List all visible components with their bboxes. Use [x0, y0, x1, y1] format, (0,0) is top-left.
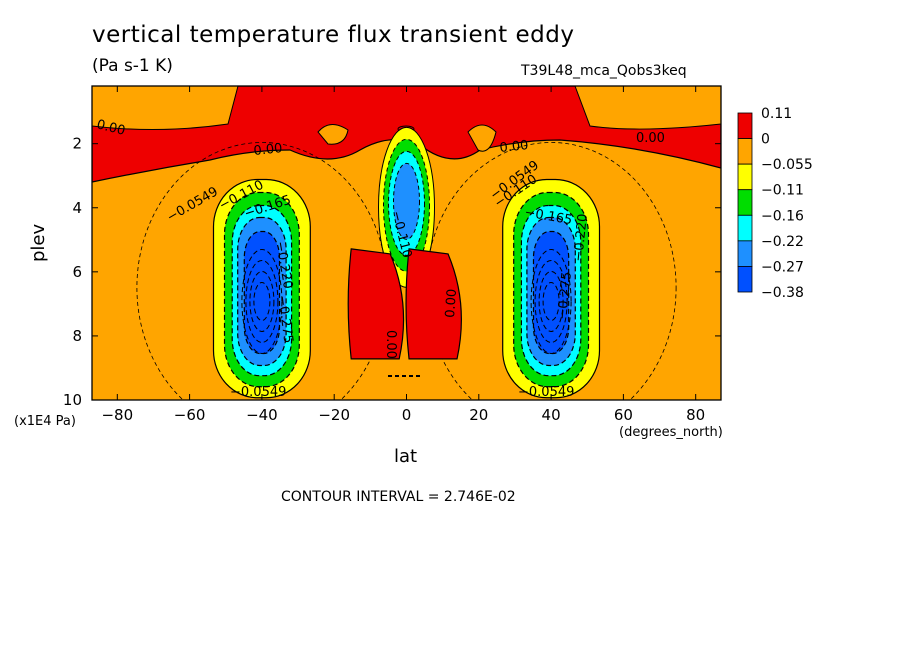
legend-swatch — [737, 214, 753, 242]
contour-label: 0.00 — [253, 141, 283, 159]
field-small-orange — [467, 124, 497, 152]
legend-label: −0.055 — [761, 157, 813, 173]
legend-label: 0.11 — [761, 106, 792, 122]
x-tick-label: −80 — [101, 406, 133, 424]
inner-dashed-contour — [534, 259, 568, 343]
positive-lobe — [405, 248, 462, 360]
inner-dashed-contour — [245, 259, 279, 343]
x-tick-label: 80 — [686, 406, 705, 424]
y-axis: 2 4 6 8 10 — [63, 135, 721, 409]
contour-label: −0.220 — [571, 213, 591, 262]
contour-label: −0.275 — [274, 294, 296, 344]
y-axis-units: (x1E4 Pa) — [14, 414, 76, 429]
inner-dashed-contour — [538, 270, 564, 332]
x-tick-label: 20 — [469, 406, 488, 424]
contour-interval: CONTOUR INTERVAL = 2.746E-02 — [281, 489, 516, 505]
contour-label: 0.00 — [443, 288, 460, 318]
contour-label: 0.00 — [95, 117, 127, 139]
legend-swatch — [737, 163, 753, 191]
outer-dashed-contour — [425, 142, 677, 400]
equatorial-core-level-3 — [393, 162, 420, 240]
x-axis-units: (degrees_north) — [619, 425, 723, 440]
x-tick-label: 60 — [614, 406, 633, 424]
y-tick-label: 8 — [72, 327, 82, 345]
run-label: T39L48_mca_Qobs3keq — [521, 63, 687, 79]
inner-dashed-contour — [542, 281, 560, 321]
legend-label: −0.22 — [761, 234, 804, 250]
legend-swatch — [737, 240, 753, 267]
y-tick-label: 6 — [72, 263, 82, 281]
legend-label: −0.27 — [761, 259, 804, 275]
legend-swatch — [737, 266, 753, 293]
contour-label: −0.0549 — [230, 385, 286, 400]
x-axis: −80 −60 −40 −20 0 20 40 60 80 — [101, 86, 705, 424]
x-axis-label: lat — [394, 446, 418, 467]
legend-label: 0 — [761, 132, 770, 148]
eddy-core-level-4 — [532, 230, 570, 355]
x-tick-label: −20 — [318, 406, 350, 424]
y-tick-label: 10 — [63, 391, 82, 409]
x-tick-label: −40 — [246, 406, 278, 424]
field-small-orange — [317, 124, 349, 145]
contour-label: 0.00 — [499, 138, 529, 156]
filled-contours — [92, 86, 721, 400]
x-tick-label: −60 — [174, 406, 206, 424]
y-tick-label: 4 — [72, 199, 82, 217]
legend-swatch — [737, 138, 753, 165]
legend-swatch — [737, 112, 753, 139]
legend-label: −0.11 — [761, 183, 804, 199]
eddy-core-level-4 — [243, 230, 281, 355]
contour-label: −0.275 — [555, 271, 575, 320]
legend-label: −0.16 — [761, 208, 804, 224]
inner-dashed-contour — [249, 270, 275, 332]
contour-label: 0.00 — [383, 330, 398, 359]
chart-units: (Pa s-1 K) — [92, 56, 173, 76]
x-tick-label: 0 — [402, 406, 412, 424]
contour-label: 0.00 — [636, 131, 665, 146]
inner-dashed-contour — [241, 248, 283, 354]
x-tick-label: 40 — [542, 406, 561, 424]
legend-label: −0.38 — [761, 285, 804, 301]
field-upper-orange — [92, 86, 721, 131]
positive-lobe — [347, 248, 405, 360]
inner-dashed-contour — [253, 281, 271, 321]
contour-label: −0.0549 — [518, 385, 574, 400]
y-tick-label: 2 — [72, 135, 82, 153]
chart-title: vertical temperature flux transient eddy — [92, 22, 575, 48]
color-legend: 0.11 0 −0.055 −0.11 −0.16 −0.22 −0.27 −0.38 — [737, 106, 813, 301]
inner-dashed-contour — [530, 248, 572, 354]
legend-swatch — [737, 189, 753, 216]
